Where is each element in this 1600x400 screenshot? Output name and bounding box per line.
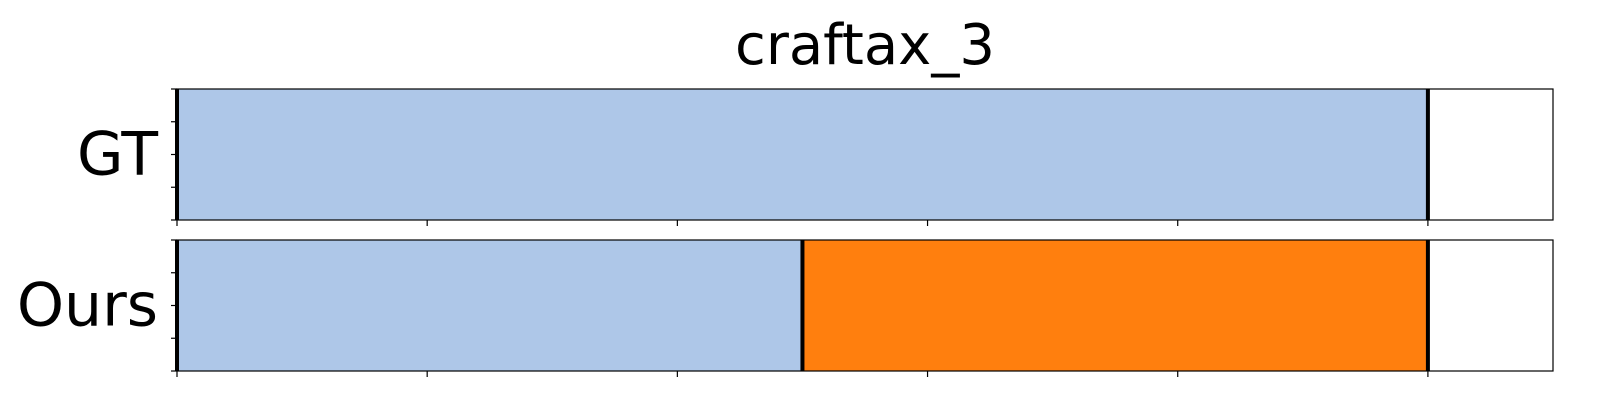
segment-ours-1 (177, 240, 802, 371)
segment-gt-1 (177, 89, 1428, 220)
chart-title: craftax_3 (735, 13, 995, 78)
row-label-ours: Ours (17, 271, 158, 341)
segment-ours-2 (802, 240, 1427, 371)
row-label-gt: GT (77, 120, 158, 190)
